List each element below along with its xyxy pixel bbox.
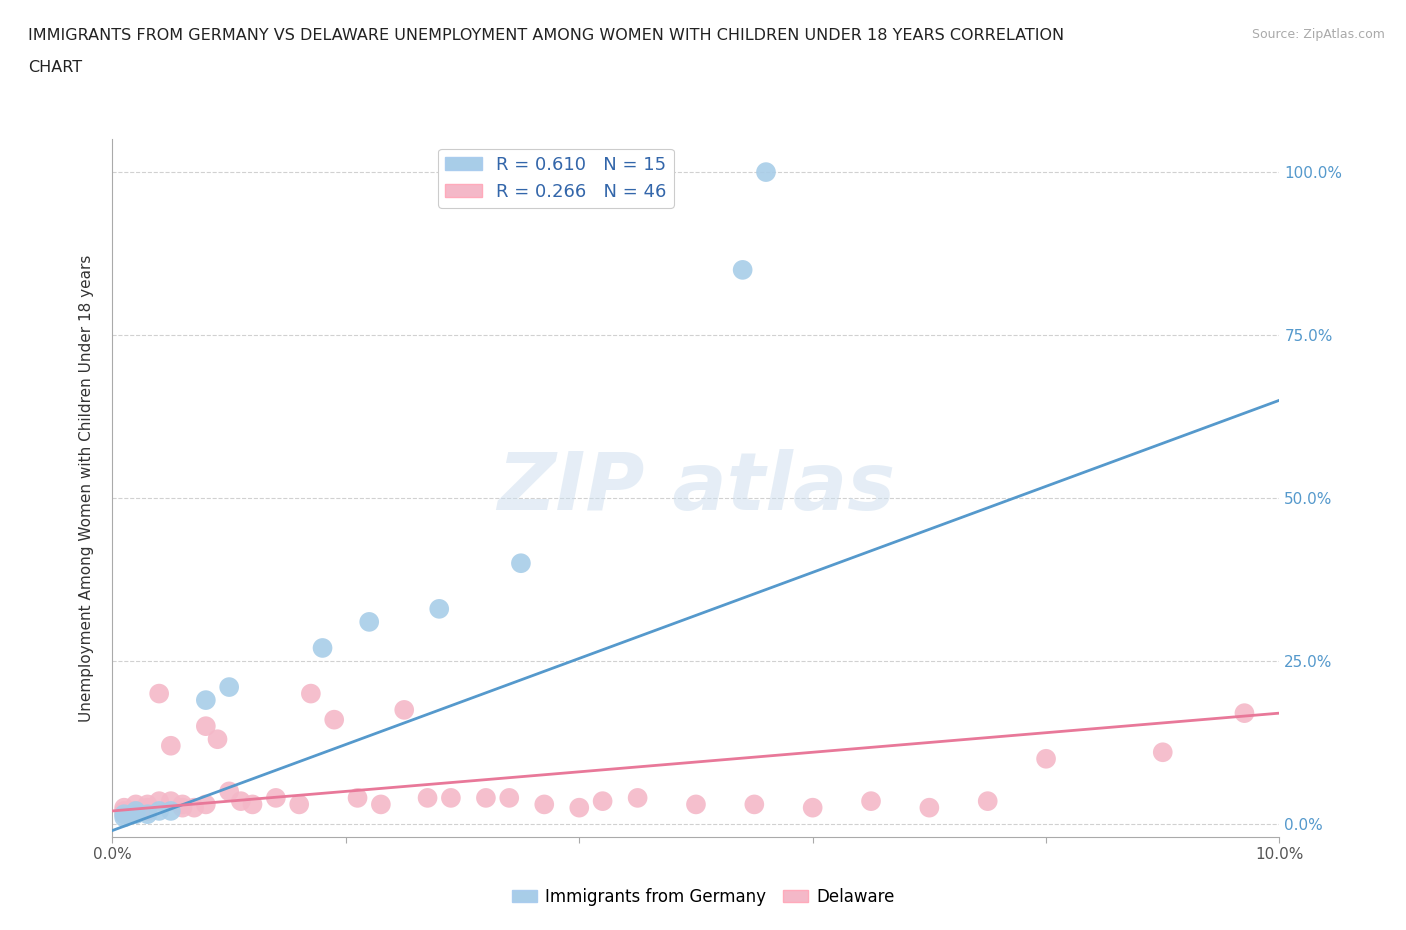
Point: [392, 702, 416, 717]
Point: [194, 693, 217, 708]
Point: [148, 793, 170, 808]
Point: [148, 686, 170, 701]
Point: [194, 797, 217, 812]
Point: [533, 797, 555, 812]
Point: [264, 790, 287, 805]
Point: [136, 800, 159, 815]
Point: [125, 804, 148, 818]
Point: [509, 556, 531, 571]
Point: [976, 793, 998, 808]
Point: [242, 797, 264, 812]
Point: [498, 790, 520, 805]
Point: [112, 806, 135, 821]
Point: [136, 804, 159, 818]
Point: [370, 797, 392, 812]
Point: [288, 797, 311, 812]
Point: [346, 790, 368, 805]
Point: [160, 804, 183, 818]
Point: [125, 806, 148, 821]
Point: [172, 797, 194, 812]
Legend: R = 0.610   N = 15, R = 0.266   N = 46: R = 0.610 N = 15, R = 0.266 N = 46: [439, 149, 673, 208]
Point: [207, 732, 229, 747]
Point: [125, 804, 148, 818]
Point: [218, 680, 240, 695]
Point: [918, 800, 941, 815]
Point: [148, 804, 170, 818]
Point: [755, 165, 778, 179]
Point: [1233, 706, 1256, 721]
Point: [112, 800, 135, 815]
Point: [323, 712, 346, 727]
Point: [568, 800, 591, 815]
Point: [183, 800, 205, 815]
Point: [1152, 745, 1174, 760]
Point: [440, 790, 463, 805]
Point: [299, 686, 322, 701]
Point: [160, 793, 183, 808]
Point: [685, 797, 707, 812]
Point: [112, 804, 135, 818]
Y-axis label: Unemployment Among Women with Children Under 18 years: Unemployment Among Women with Children U…: [79, 255, 94, 722]
Point: [731, 262, 754, 277]
Point: [125, 797, 148, 812]
Point: [172, 800, 194, 815]
Point: [125, 804, 148, 818]
Point: [801, 800, 824, 815]
Point: [475, 790, 498, 805]
Point: [112, 806, 135, 821]
Text: CHART: CHART: [28, 60, 82, 75]
Point: [1035, 751, 1057, 766]
Point: [218, 784, 240, 799]
Legend: Immigrants from Germany, Delaware: Immigrants from Germany, Delaware: [505, 881, 901, 912]
Point: [229, 793, 252, 808]
Point: [136, 806, 159, 821]
Point: [359, 615, 381, 630]
Point: [592, 793, 614, 808]
Point: [194, 719, 217, 734]
Point: [626, 790, 648, 805]
Point: [742, 797, 765, 812]
Text: Source: ZipAtlas.com: Source: ZipAtlas.com: [1251, 28, 1385, 41]
Text: IMMIGRANTS FROM GERMANY VS DELAWARE UNEMPLOYMENT AMONG WOMEN WITH CHILDREN UNDER: IMMIGRANTS FROM GERMANY VS DELAWARE UNEM…: [28, 28, 1064, 43]
Text: ZIP atlas: ZIP atlas: [496, 449, 896, 527]
Point: [416, 790, 439, 805]
Point: [427, 602, 450, 617]
Point: [160, 738, 183, 753]
Point: [859, 793, 883, 808]
Point: [136, 797, 159, 812]
Point: [112, 810, 135, 825]
Point: [311, 641, 333, 656]
